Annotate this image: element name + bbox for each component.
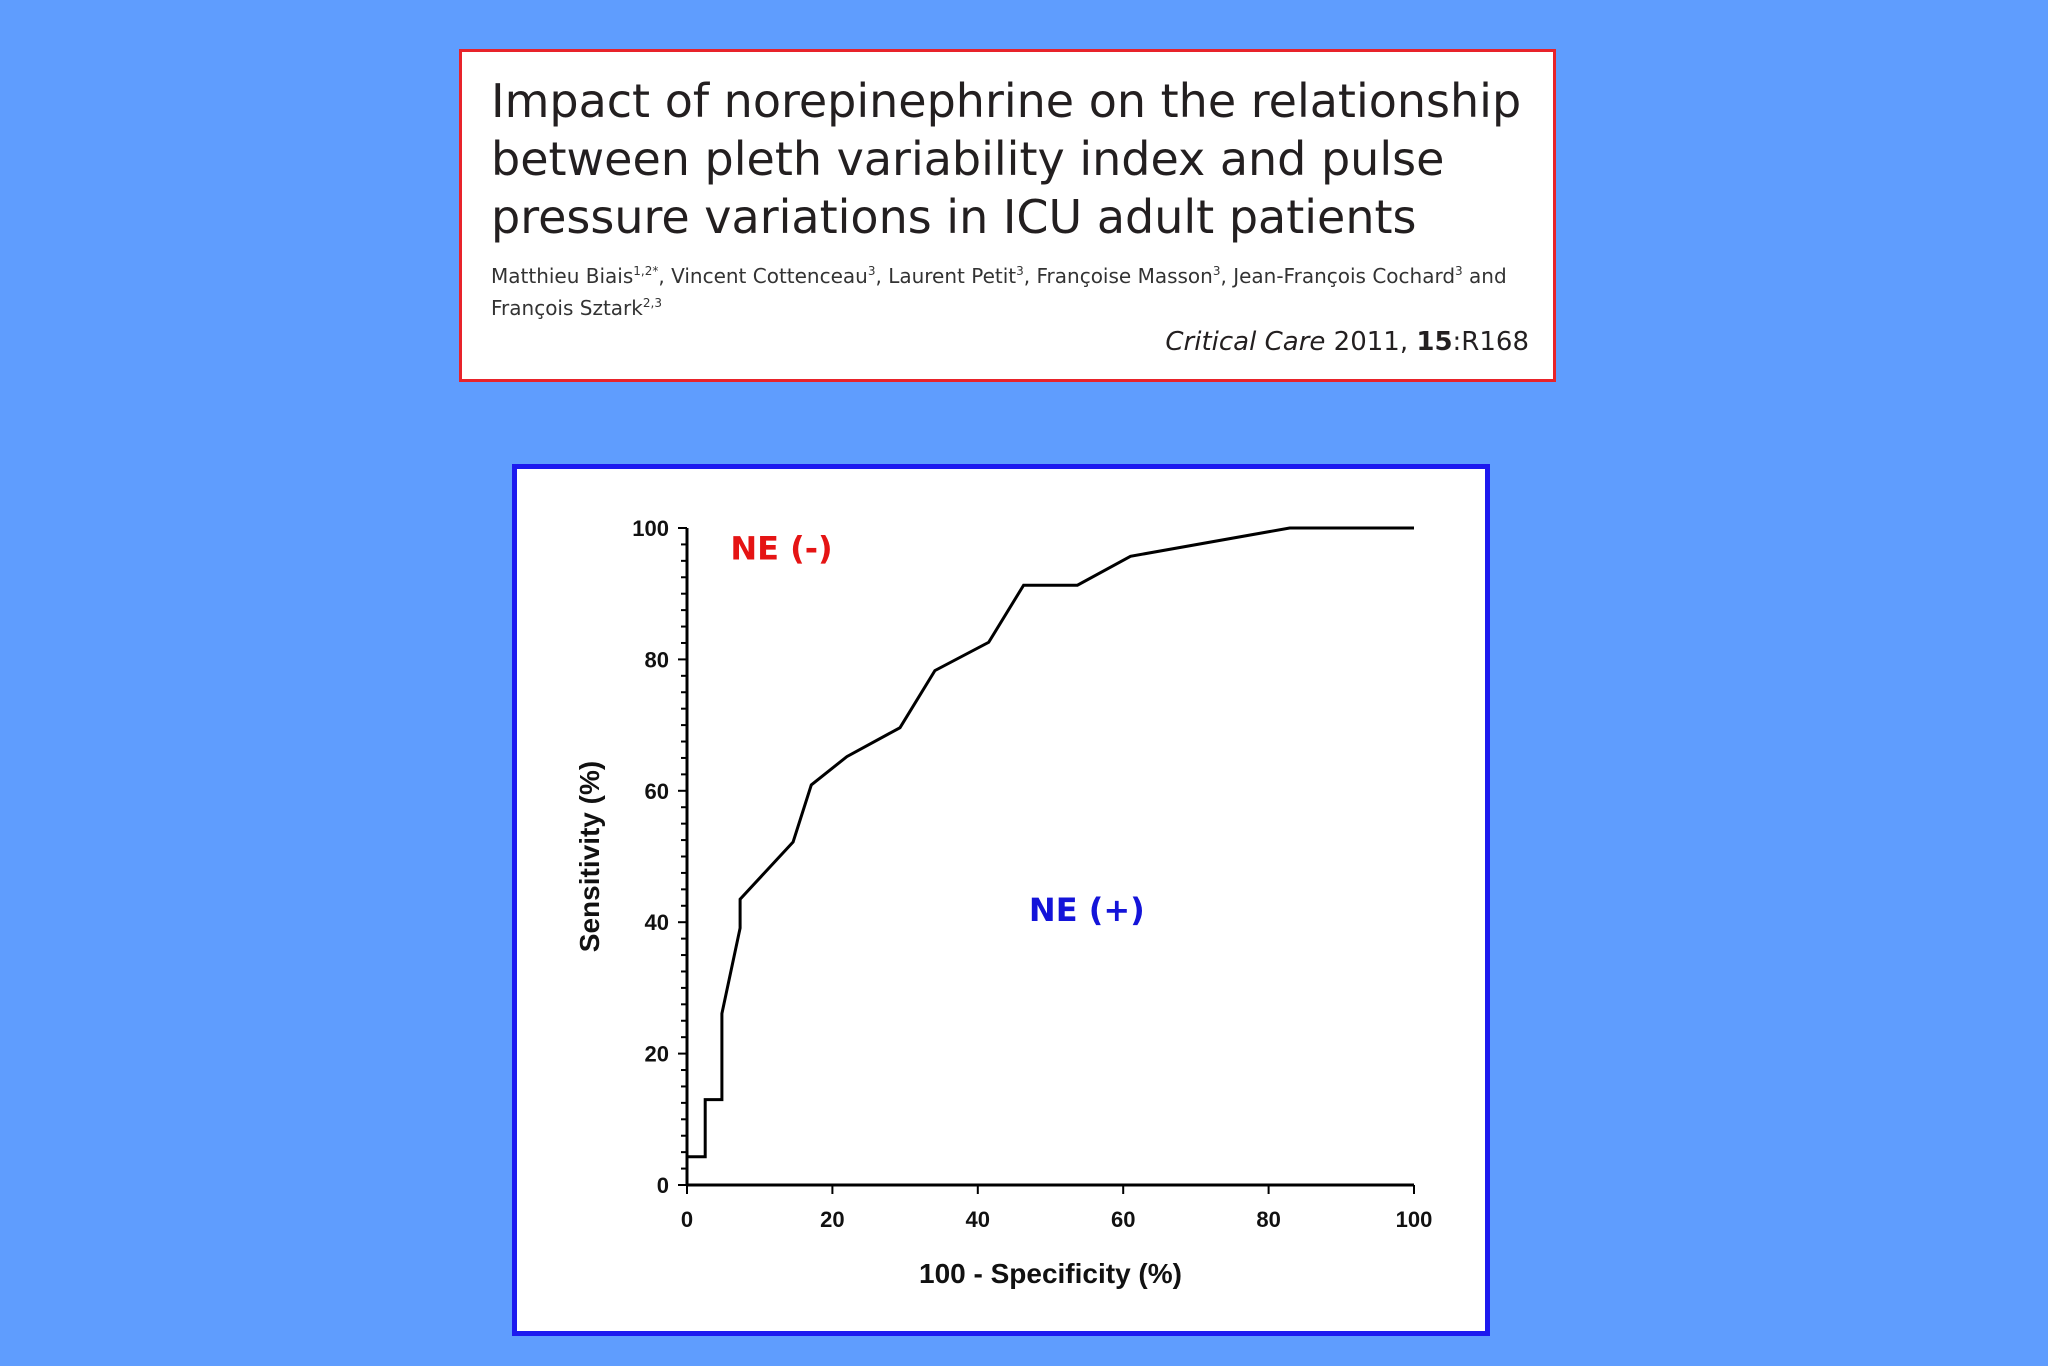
roc-chart: 0 20 40 60 80 100 0 20 40 60 80 100 100 - Specifici…: [574, 516, 1432, 1289]
author-name: Laurent Petit: [888, 264, 1017, 288]
author-name: Matthieu Biais: [491, 264, 634, 288]
y-tick-label: 40: [645, 910, 669, 935]
author-list: Matthieu Biais1,2*, Vincent Cottenceau3,…: [491, 260, 1541, 324]
journal-reference: Critical Care 2011, 15:R168: [1165, 325, 1529, 359]
x-tick-label: 80: [1256, 1207, 1280, 1232]
ne-negative-label: NE (-): [730, 530, 832, 568]
journal-article: :R168: [1452, 327, 1529, 357]
author-name: Françoise Masson: [1036, 264, 1213, 288]
citation-card: Impact of norepinephrine on the relation…: [459, 49, 1556, 382]
paper-title: Impact of norepinephrine on the relation…: [491, 74, 1522, 244]
author-affiliation: 3: [867, 264, 876, 278]
series-layer: [685, 526, 1414, 1185]
y-tick-label: 60: [645, 779, 669, 804]
author-separator: ,: [1023, 264, 1037, 288]
x-tick-label: 40: [966, 1207, 990, 1232]
ne-positive-label: NE (+): [1029, 891, 1145, 929]
journal-year: 2011,: [1333, 327, 1409, 357]
author-affiliation: 3: [1212, 264, 1221, 278]
y-axis-title: Sensitivity (%): [574, 761, 605, 952]
chart-labels: 100 - Specificity (%) Sensitivity (%) NE (…: [574, 530, 1182, 1289]
author-separator: ,: [658, 264, 672, 288]
journal-volume: 15: [1416, 327, 1453, 357]
y-tick-label: 100: [632, 516, 669, 541]
x-tick-label: 0: [681, 1207, 693, 1232]
x-tick-label: 20: [820, 1207, 844, 1232]
axis-ticks: 0 20 40 60 80 100 0 20 40 60 80 100: [632, 516, 1432, 1232]
author-separator: ,: [875, 264, 889, 288]
author-separator: and: [1462, 264, 1507, 288]
roc-curve-line: [685, 526, 1414, 1185]
chart-panel: 0 20 40 60 80 100 0 20 40 60 80 100 100 - Specifici…: [512, 464, 1490, 1336]
author-separator: ,: [1220, 264, 1234, 288]
x-tick-label: 60: [1111, 1207, 1135, 1232]
x-tick-label: 100: [1396, 1207, 1433, 1232]
author-name: Jean-François Cochard: [1233, 264, 1456, 288]
author-affiliation: 1,2*: [633, 264, 659, 278]
author-affiliation: 3: [1455, 264, 1463, 278]
y-tick-label: 80: [645, 647, 669, 672]
x-axis-title: 100 - Specificity (%): [919, 1258, 1182, 1289]
author-name: François Sztark: [491, 296, 643, 320]
y-tick-label: 0: [657, 1173, 669, 1198]
author-affiliation: 2,3: [642, 296, 662, 310]
y-tick-label: 20: [645, 1042, 669, 1067]
journal-name: Critical Care: [1165, 327, 1326, 357]
author-name: Vincent Cottenceau: [671, 264, 868, 288]
author-affiliation: 3: [1016, 264, 1024, 278]
axes: [685, 528, 1414, 1187]
